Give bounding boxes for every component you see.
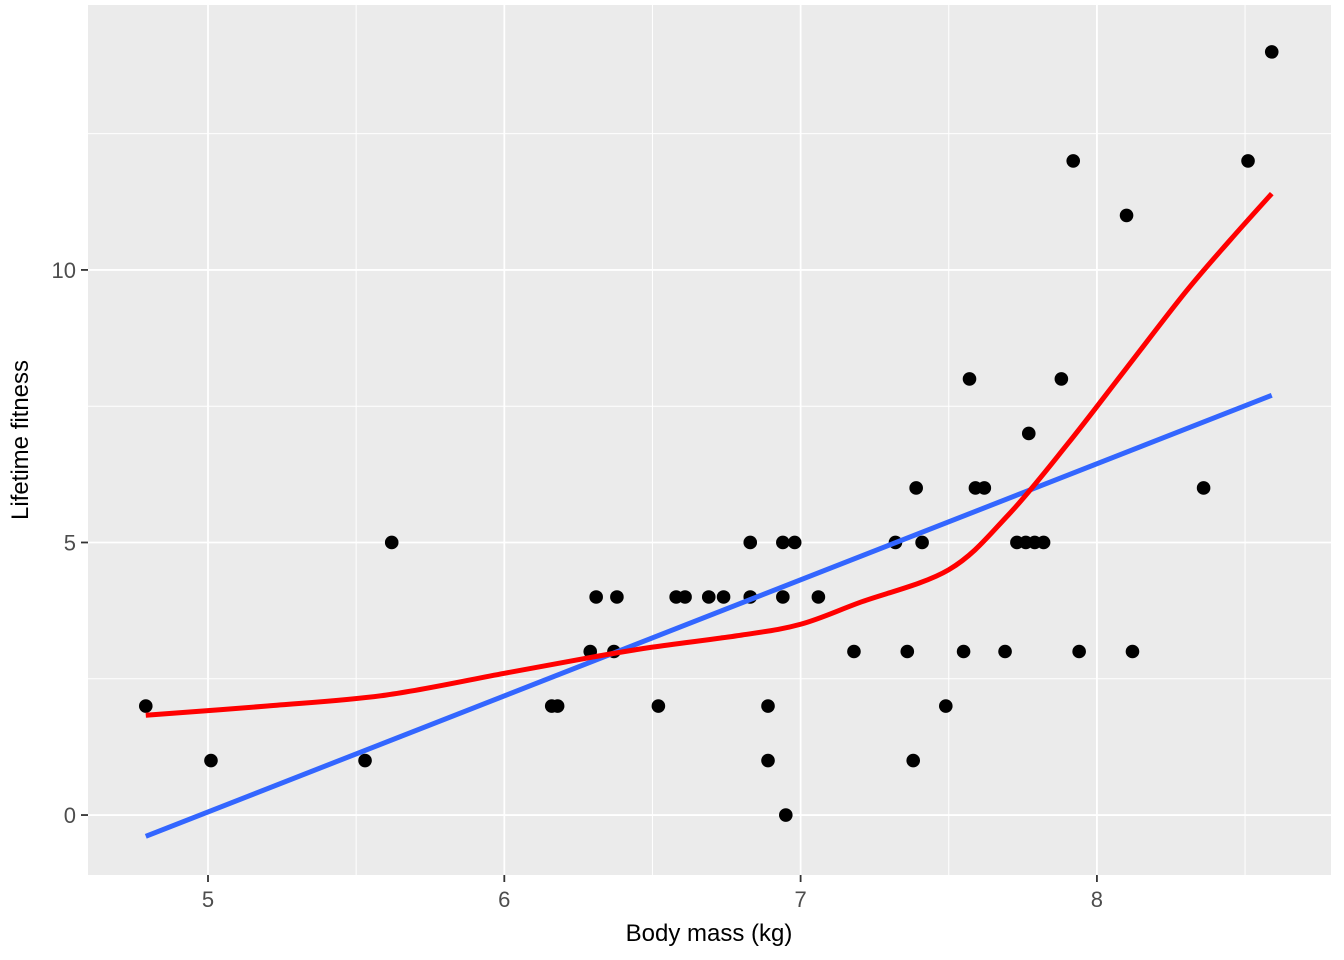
data-point xyxy=(962,372,977,386)
data-point xyxy=(847,644,861,659)
data-point xyxy=(138,699,153,713)
data-point xyxy=(956,644,971,659)
x-tick-label: 5 xyxy=(202,887,214,912)
data-point xyxy=(550,699,565,713)
data-point xyxy=(204,753,218,768)
data-point xyxy=(1021,426,1036,441)
data-point xyxy=(977,481,992,495)
data-point xyxy=(906,753,921,768)
data-point xyxy=(761,699,775,713)
data-point xyxy=(1066,154,1081,168)
data-point xyxy=(716,590,731,604)
y-tick-label: 5 xyxy=(64,530,76,555)
data-point xyxy=(909,481,923,495)
data-point xyxy=(1125,644,1140,659)
data-point xyxy=(743,535,758,550)
data-point xyxy=(651,699,666,713)
y-tick-label: 10 xyxy=(52,258,76,283)
data-point xyxy=(1072,644,1086,659)
x-tick-label: 6 xyxy=(498,887,510,912)
data-point xyxy=(701,590,716,604)
data-point xyxy=(384,535,399,550)
data-point xyxy=(761,753,775,768)
data-point xyxy=(776,535,790,550)
major-gridlines xyxy=(88,5,1331,875)
data-point xyxy=(787,535,802,550)
data-point xyxy=(1119,208,1134,223)
data-point xyxy=(915,535,929,550)
minor-gridlines xyxy=(88,5,1331,875)
data-point xyxy=(589,590,603,604)
data-point xyxy=(610,590,624,604)
data-point xyxy=(998,644,1012,659)
y-tick-label: 0 xyxy=(64,803,76,828)
y-axis-title: Lifetime fitness xyxy=(7,360,34,520)
x-tick-label: 8 xyxy=(1091,887,1103,912)
data-point xyxy=(1264,45,1279,59)
data-point xyxy=(1241,154,1255,168)
scatter-points xyxy=(138,45,1279,822)
data-point xyxy=(678,590,692,604)
data-point xyxy=(778,808,793,822)
data-point xyxy=(811,590,826,604)
loess-fit-line xyxy=(145,191,1274,718)
data-point xyxy=(939,699,953,713)
fit-lines xyxy=(144,191,1274,839)
panel-background xyxy=(88,5,1331,875)
linear-fit-line xyxy=(144,392,1273,839)
data-point xyxy=(900,644,915,659)
data-point xyxy=(358,753,372,768)
x-tick-label: 7 xyxy=(794,887,806,912)
data-point xyxy=(1196,481,1211,495)
data-point xyxy=(1054,372,1069,386)
data-point xyxy=(1036,535,1051,550)
axis-ticks xyxy=(81,269,1098,882)
x-axis-title: Body mass (kg) xyxy=(626,920,793,947)
tick-labels: 5 6 7 8 0 5 10 xyxy=(52,258,1104,912)
data-point xyxy=(776,590,790,604)
